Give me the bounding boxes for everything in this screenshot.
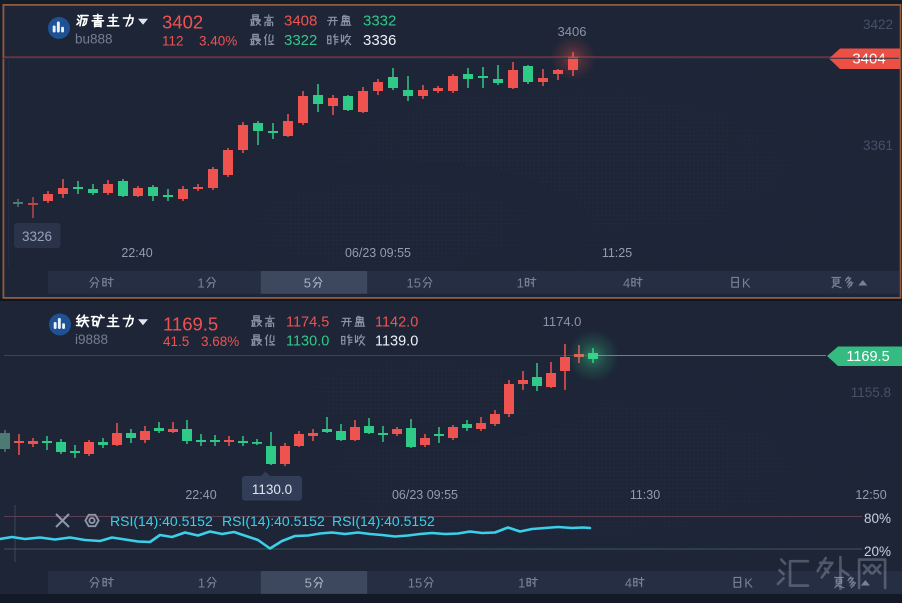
svg-text:3404: 3404 bbox=[852, 51, 885, 68]
svg-text:3336: 3336 bbox=[363, 32, 396, 49]
svg-text:3.68%: 3.68% bbox=[201, 334, 239, 349]
svg-text:K: K bbox=[742, 276, 751, 291]
svg-text:1130.0: 1130.0 bbox=[286, 334, 329, 350]
svg-text:20%: 20% bbox=[864, 544, 891, 559]
svg-text:1169.5: 1169.5 bbox=[846, 349, 889, 365]
svg-text:3322: 3322 bbox=[284, 32, 317, 49]
svg-text:4: 4 bbox=[623, 276, 630, 291]
svg-text:3.40%: 3.40% bbox=[199, 34, 237, 49]
svg-text:5: 5 bbox=[304, 276, 311, 291]
svg-text:1174.0: 1174.0 bbox=[543, 314, 582, 329]
svg-text:3326: 3326 bbox=[22, 229, 52, 244]
svg-text:3422: 3422 bbox=[863, 17, 893, 32]
svg-text:12:50: 12:50 bbox=[855, 488, 886, 502]
svg-text:1: 1 bbox=[198, 576, 205, 591]
svg-text:1139.0: 1139.0 bbox=[375, 334, 418, 350]
svg-text:RSI(14):40.5152: RSI(14):40.5152 bbox=[222, 513, 325, 529]
svg-text:3332: 3332 bbox=[363, 13, 396, 30]
svg-text:3361: 3361 bbox=[863, 138, 893, 153]
svg-text:1169.5: 1169.5 bbox=[163, 314, 218, 335]
svg-text:RSI(14):40.5152: RSI(14):40.5152 bbox=[110, 513, 213, 529]
svg-text:06/23 09:55: 06/23 09:55 bbox=[345, 246, 411, 260]
svg-text:K: K bbox=[744, 576, 753, 591]
svg-text:5: 5 bbox=[305, 576, 312, 591]
svg-text:1155.8: 1155.8 bbox=[851, 385, 891, 400]
svg-text:3406: 3406 bbox=[558, 24, 587, 39]
svg-text:11:25: 11:25 bbox=[602, 246, 632, 260]
svg-text:1130.0: 1130.0 bbox=[252, 482, 292, 497]
svg-text:41.5: 41.5 bbox=[163, 334, 189, 349]
svg-text:i9888: i9888 bbox=[75, 332, 108, 347]
svg-text:3402: 3402 bbox=[162, 12, 203, 33]
svg-text:3408: 3408 bbox=[284, 13, 317, 30]
svg-text:1: 1 bbox=[518, 576, 525, 591]
svg-text:1: 1 bbox=[517, 276, 524, 291]
svg-text:22:40: 22:40 bbox=[121, 246, 152, 260]
svg-text:80%: 80% bbox=[864, 511, 891, 526]
svg-text:bu888: bu888 bbox=[75, 32, 113, 47]
svg-text:06/23 09:55: 06/23 09:55 bbox=[392, 488, 458, 502]
svg-text:22:40: 22:40 bbox=[185, 488, 216, 502]
svg-text:11:30: 11:30 bbox=[630, 488, 660, 502]
svg-text:15: 15 bbox=[407, 276, 421, 291]
svg-text:1174.5: 1174.5 bbox=[286, 315, 329, 331]
svg-text:1: 1 bbox=[197, 276, 204, 291]
svg-text:RSI(14):40.5152: RSI(14):40.5152 bbox=[332, 513, 435, 529]
svg-text:15: 15 bbox=[408, 576, 422, 591]
svg-text:1142.0: 1142.0 bbox=[375, 315, 418, 331]
svg-text:4: 4 bbox=[625, 576, 632, 591]
svg-text:112: 112 bbox=[162, 34, 184, 49]
